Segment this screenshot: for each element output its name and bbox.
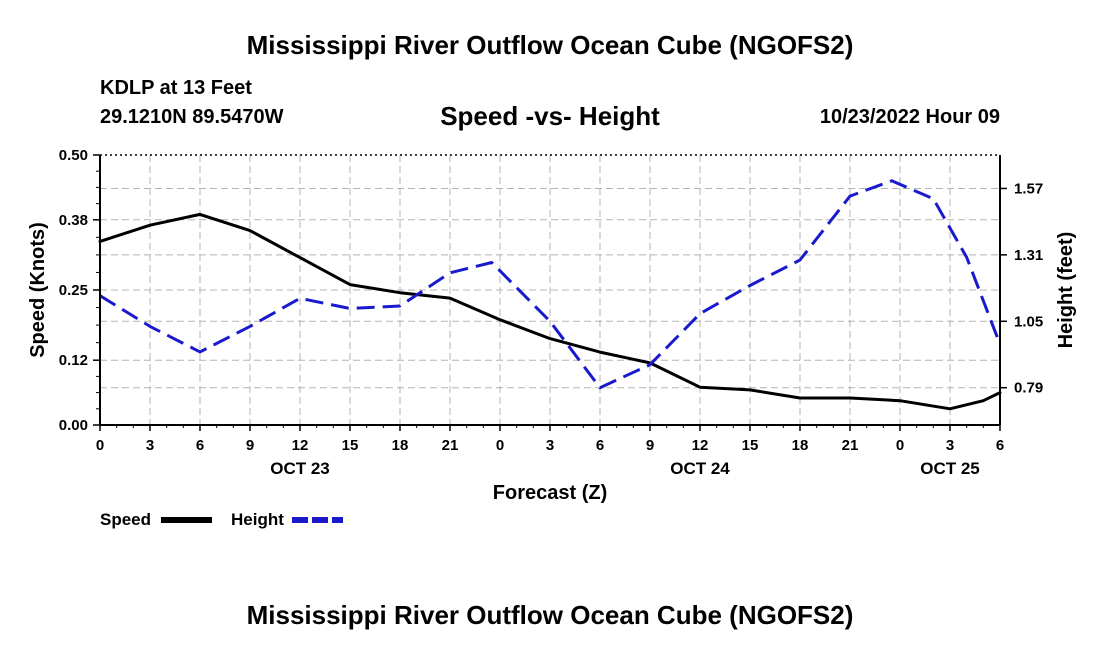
x-tick-label: 6 bbox=[196, 437, 204, 454]
chart-subtitle: Speed -vs- Height bbox=[440, 101, 660, 131]
x-tick-label: 21 bbox=[442, 437, 459, 454]
x-tick-label: 6 bbox=[596, 437, 604, 454]
legend-label-height: Height bbox=[231, 510, 284, 529]
coordinates-label: 29.1210N 89.5470W bbox=[100, 106, 284, 128]
x-date-label: OCT 23 bbox=[270, 459, 330, 478]
x-tick-label: 9 bbox=[646, 437, 654, 454]
x-tick-label: 6 bbox=[996, 437, 1004, 454]
series-line-height bbox=[99, 179, 1002, 390]
y2-tick-label: 1.57 bbox=[1014, 180, 1043, 197]
y2-tick-label: 1.31 bbox=[1014, 247, 1043, 264]
x-tick-label: 15 bbox=[342, 437, 359, 454]
x-tick-label: 3 bbox=[146, 437, 154, 454]
x-tick-label: 12 bbox=[292, 437, 309, 454]
x-tick-label: 12 bbox=[692, 437, 709, 454]
footer-title: Mississippi River Outflow Ocean Cube (NG… bbox=[246, 600, 854, 630]
x-axis-label: Forecast (Z) bbox=[492, 482, 608, 504]
station-label: KDLP at 13 Feet bbox=[100, 77, 252, 99]
y-axis-label: Speed (Knots) bbox=[27, 222, 49, 358]
y2-tick-label: 0.79 bbox=[1014, 380, 1043, 397]
y2-axis-label: Height (feet) bbox=[1055, 232, 1077, 349]
x-tick-label: 3 bbox=[546, 437, 554, 454]
series-layer bbox=[98, 179, 1002, 411]
axes: 0 3 6 9 12 15 18 21 0 3 6 9 12 15 18 21 0 3 6 OCT 23 OCT 24 O… bbox=[27, 147, 1077, 478]
y-tick-label: 0.38 bbox=[59, 212, 88, 229]
x-date-label: OCT 25 bbox=[920, 459, 980, 478]
y2-tick-label: 1.05 bbox=[1014, 313, 1043, 330]
x-tick-label: 18 bbox=[792, 437, 809, 454]
y-tick-label: 0.25 bbox=[59, 282, 88, 299]
x-tick-label: 21 bbox=[842, 437, 859, 454]
y-tick-label: 0.00 bbox=[59, 417, 88, 434]
x-tick-label: 15 bbox=[742, 437, 759, 454]
forecast-datetime: 10/23/2022 Hour 09 bbox=[819, 106, 1000, 128]
series-line-speed bbox=[98, 212, 1002, 411]
x-date-label: OCT 24 bbox=[670, 459, 730, 478]
x-tick-label: 9 bbox=[246, 437, 254, 454]
x-tick-label: 0 bbox=[496, 437, 504, 454]
y-tick-label: 0.50 bbox=[59, 147, 88, 164]
chart-title: Mississippi River Outflow Ocean Cube (NG… bbox=[246, 30, 854, 60]
x-tick-label: 0 bbox=[896, 437, 904, 454]
x-tick-label: 18 bbox=[392, 437, 409, 454]
grid-lines bbox=[100, 154, 1000, 425]
x-tick-label: 3 bbox=[946, 437, 954, 454]
x-tick-label: 0 bbox=[96, 437, 104, 454]
y-tick-label: 0.12 bbox=[59, 352, 88, 369]
legend-label-speed: Speed bbox=[100, 510, 152, 529]
